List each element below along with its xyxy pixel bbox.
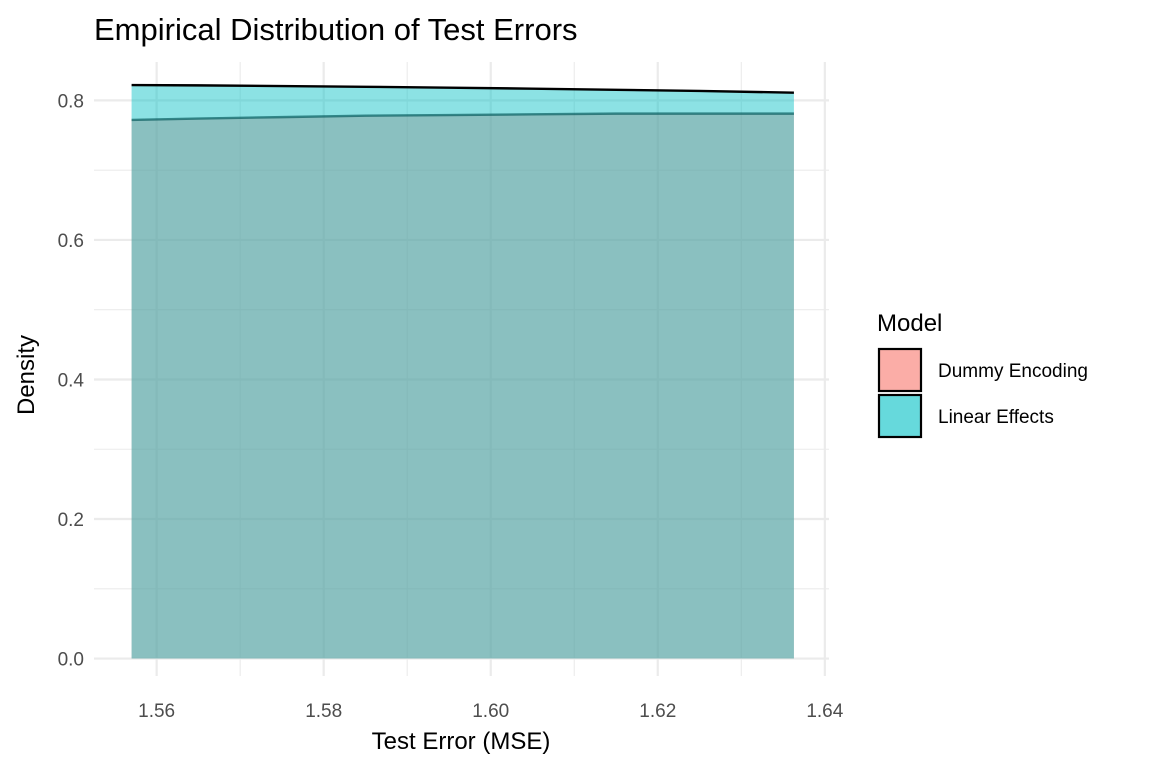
y-tick-label: 0.6 <box>58 231 84 252</box>
y-axis-title: Density <box>13 335 40 415</box>
area-linear-effects <box>131 85 794 659</box>
y-tick-label: 0.8 <box>58 91 84 112</box>
x-tick-label: 1.64 <box>806 701 843 722</box>
density-line-linear-effects <box>131 83 794 94</box>
y-axis-ticks: 0.0 0.2 0.4 0.6 0.8 <box>58 91 85 670</box>
density-line-dummy-encoding <box>131 112 794 122</box>
legend-label: Dummy Encoding <box>938 361 1088 382</box>
chart-title: Empirical Distribution of Test Errors <box>94 12 578 47</box>
y-tick-label: 0.0 <box>58 650 84 671</box>
x-tick-label: 1.56 <box>138 701 175 722</box>
legend: Model Dummy Encoding Linear Effects <box>877 310 1088 439</box>
legend-swatch <box>877 347 923 393</box>
area-dummy-encoding <box>131 113 794 659</box>
legend-swatch <box>877 393 923 439</box>
legend-item: Dummy Encoding <box>877 347 1088 393</box>
legend-title: Model <box>877 310 942 337</box>
y-tick-label: 0.4 <box>58 370 85 391</box>
y-tick-label: 0.2 <box>58 510 84 531</box>
x-tick-label: 1.58 <box>305 701 342 722</box>
grid-lines <box>94 62 829 676</box>
x-axis-ticks: 1.56 1.58 1.60 1.62 1.64 <box>138 701 844 722</box>
x-tick-label: 1.62 <box>639 701 676 722</box>
legend-label: Linear Effects <box>938 407 1054 428</box>
x-tick-label: 1.60 <box>472 701 509 722</box>
density-areas <box>131 83 794 659</box>
x-axis-title: Test Error (MSE) <box>372 728 551 755</box>
legend-item: Linear Effects <box>877 393 1054 439</box>
